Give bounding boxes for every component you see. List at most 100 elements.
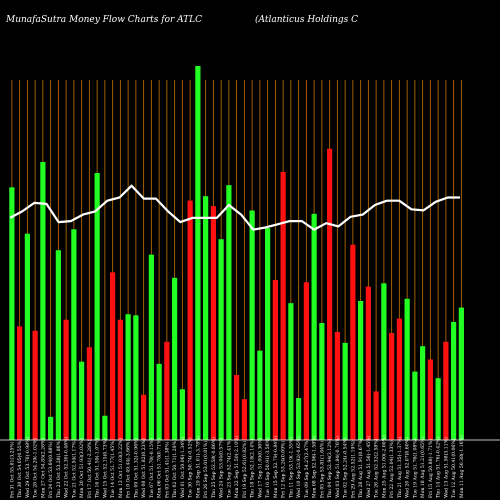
money-flow-bar [125, 314, 131, 440]
money-flow-bar [272, 280, 278, 440]
money-flow-bar [420, 346, 426, 440]
x-tick-label: Thu 18 Sep 52.18(2.14%) [249, 438, 256, 498]
x-tick-label: Fri 12 Sep 53.24(0.09%) [280, 441, 287, 498]
x-tick-label: Thu 23 Oct 53.28(1.86%) [55, 439, 62, 498]
money-flow-bar [148, 254, 154, 440]
money-flow-bar [94, 173, 100, 440]
money-flow-bar [48, 416, 54, 440]
x-tick-label: Fri 24 Oct 53.64(0.68%) [47, 441, 54, 498]
x-tick-label: Fri 17 Oct 50.41(-2.28%) [86, 440, 93, 498]
x-tick-label: Tue 30 Sep 50.74(-0.52%) [187, 437, 194, 498]
money-flow-bar [203, 196, 209, 440]
money-flow-bar [187, 200, 193, 440]
bar-series [9, 66, 464, 441]
money-flow-bar [86, 347, 92, 440]
x-tick-label: Wed 08 Oct 51.82(0.23%) [140, 438, 147, 498]
x-tick-label: Fri 15 Aug 50.88(-1.71%) [427, 439, 434, 498]
x-tick-label: Fri 26 Sep 53.01(0.81%) [202, 441, 209, 498]
money-flow-bar [373, 391, 379, 440]
money-flow-bar [311, 213, 317, 440]
x-tick-label: Wed 10 Sep 53.92(-0.65%) [295, 436, 302, 498]
money-flow-bar [296, 398, 302, 440]
money-flow-bar [179, 389, 185, 440]
money-flow-bar [141, 394, 147, 440]
money-flow-bar [172, 277, 178, 440]
money-flow-bar [24, 233, 30, 440]
x-tick-label: Wed 22 Oct 52.30(-0.46%) [63, 436, 70, 498]
money-flow-bar [226, 185, 232, 440]
x-tick-label: Wed 13 Aug 51.98(3.11%) [442, 437, 449, 498]
chart-title: MunafaSutra Money Flow Charts for ATLC [5, 15, 202, 25]
x-tick-label: Thu 02 Oct 50.71(1.29%) [171, 439, 178, 498]
x-tick-label: Mon 13 Oct 51.03(3.22%) [117, 438, 124, 498]
x-tick-label: Wed 27 Aug 51.56(-1.45%) [365, 435, 372, 498]
x-tick-label: Mon 29 Sep 51.01(-3.78%) [194, 435, 201, 498]
x-tick-label: Tue 02 Sep 52.24(-0.54%) [342, 437, 349, 498]
x-tick-label: Thu 25 Sep 52.58(-0.86%) [210, 437, 217, 498]
x-tick-label: Thu 16 Oct 51.59(-1.07%) [94, 438, 101, 498]
money-flow-bar [63, 319, 69, 440]
x-tick-label: Mon 11 Aug 50.38(-1.16%) [458, 435, 465, 498]
money-flow-bar [427, 359, 433, 440]
money-flow-bar [257, 350, 263, 440]
x-tick-label: Thu 28 Aug 51.91(0.67%) [357, 438, 364, 498]
x-tick-label: Mon 18 Aug 51.21(0.65%) [419, 437, 426, 498]
money-flow-bar [435, 378, 441, 440]
x-tick-label: Wed 17 Sep 51.09(0.36%) [256, 437, 263, 498]
money-flow-bar [55, 250, 61, 440]
chart-subtitle: (Atlanticus Holdings C [255, 14, 358, 25]
money-flow-bar [381, 283, 387, 440]
x-tick-label: Mon 27 Oct 54.85(2.26%) [39, 438, 46, 498]
money-flow-bar [265, 228, 271, 440]
money-flow-bar [303, 282, 309, 440]
money-flow-bar [241, 399, 247, 440]
money-flow-bar [404, 298, 410, 440]
money-flow-bar [71, 229, 77, 440]
x-tick-label: Tue 12 Aug 50.41(0.06%) [450, 438, 457, 498]
money-flow-bar [156, 363, 162, 440]
x-tick-label: Thu 09 Oct 51.32(-0.96%) [132, 438, 139, 498]
x-tick-label: Fri 31 Oct 55.81(3.25%) [8, 441, 15, 498]
x-tick-label: Fri 10 Oct 49.44(-3.66%) [125, 440, 132, 498]
money-flow-bar [451, 321, 457, 440]
x-tick-label: Tue 07 Oct 51.70(-0.15%) [148, 438, 155, 498]
money-flow-bar [210, 206, 216, 440]
x-tick-label: Wed 01 Oct 50.06(-1.34%) [179, 436, 186, 498]
x-tick-label: Thu 04 Sep 52.94(2.12%) [326, 438, 333, 498]
x-tick-label: Tue 21 Oct 52.54(1.17%) [70, 439, 77, 498]
money-flow-bar [218, 239, 224, 440]
x-tick-label: Wed 29 Oct 53.76(-0.98%) [24, 436, 31, 498]
x-tick-label: Thu 30 Oct 54.05(0.55%) [16, 439, 23, 498]
money-flow-bar [334, 331, 340, 440]
x-tick-label: Fri 22 Aug 52.04(1.33%) [388, 440, 395, 498]
money-flow-bar [327, 148, 333, 441]
money-flow-bar [288, 303, 294, 440]
money-flow-bar [79, 361, 85, 440]
money-flow-bar [365, 286, 371, 440]
x-tick-label: Mon 15 Sep 52.79(-0.84%) [272, 435, 279, 498]
x-tick-label: Fri 19 Sep 52.61(0.82%) [241, 441, 248, 498]
x-tick-label: Tue 09 Sep 54.27(2.47%) [303, 439, 310, 498]
x-tick-label: Tue 23 Sep 52.74(2.41%) [225, 439, 232, 498]
money-flow-bar [102, 415, 108, 440]
money-flow-bar [117, 319, 123, 440]
x-tick-label: Tue 19 Aug 51.76(1.08%) [411, 438, 418, 498]
money-flow-bar [9, 187, 15, 440]
money-flow-bar [342, 342, 348, 440]
money-flow-bar [133, 315, 139, 440]
money-flow-bar [110, 272, 116, 440]
x-tick-label: Wed 03 Sep 51.84(-0.76%) [334, 436, 341, 498]
x-tick-label: Tue 16 Sep 50.91(-3.56%) [264, 437, 271, 498]
money-flow-bar [249, 210, 255, 440]
money-flow-bar [396, 318, 402, 440]
money-flow-bar [458, 307, 464, 440]
x-tick-label: Tue 28 Oct 54.29(-1.02%) [32, 438, 39, 498]
money-flow-bar [443, 341, 449, 440]
x-tick-label: Fri 03 Oct 51.41(1.38%) [163, 441, 170, 498]
x-tick-labels: Fri 31 Oct 55.81(3.25%) Thu 30 Oct 54.05(… [8, 435, 465, 498]
x-tick-label: Tue 26 Aug 52.32(2.58%) [373, 438, 380, 498]
x-tick-label: Mon 22 Sep 51.50(-2.10%) [233, 435, 240, 498]
money-flow-bar [319, 323, 325, 440]
x-tick-label: Wed 24 Sep 53.04(0.57%) [218, 437, 225, 498]
